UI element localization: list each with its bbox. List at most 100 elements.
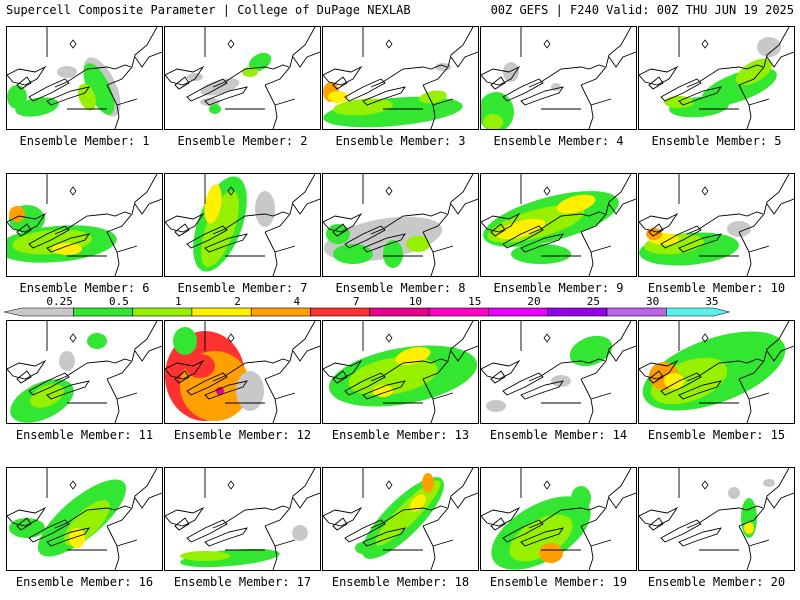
map-boundary-line: [186, 372, 228, 396]
map-canvas: [481, 321, 636, 423]
map-boundary-line: [580, 84, 594, 129]
colorbar-tick-label: 0.25: [46, 295, 73, 308]
map-canvas: [7, 321, 162, 423]
colorbar-bin: [191, 307, 252, 317]
ensemble-member-label: Ensemble Member: 5: [651, 134, 782, 148]
map-boundary-line: [165, 359, 205, 380]
colorbar-bin: [73, 307, 133, 317]
map-boundary-line: [116, 539, 138, 547]
map-boundary-line: [639, 506, 679, 527]
scp-contour-fill: [539, 543, 563, 563]
map-boundary-line: [748, 98, 770, 106]
ensemble-member-label: Ensemble Member: 12: [173, 428, 312, 442]
ensemble-map-panel: [322, 467, 479, 571]
scp-contour-fill: [209, 104, 221, 114]
map-boundary-line: [422, 174, 474, 233]
map-boundary-line: [528, 211, 606, 235]
map-boundary-line: [186, 519, 228, 543]
map-boundary-line: [264, 27, 316, 86]
map-boundary-line: [520, 86, 564, 106]
map-canvas: [323, 321, 478, 423]
scp-contour-fill: [406, 236, 430, 252]
map-boundary-line: [106, 27, 158, 86]
map-boundary-line: [46, 233, 90, 253]
colorbar-bin: [428, 307, 489, 317]
diamond-marker-icon: [385, 333, 393, 343]
map-boundary-line: [323, 212, 363, 233]
map-boundary-line: [639, 212, 679, 233]
ensemble-map-panel: [6, 173, 163, 277]
map-boundary-line: [422, 525, 436, 570]
map-boundary-line: [608, 345, 636, 362]
map-boundary-line: [362, 86, 406, 106]
map-boundary-line: [274, 245, 296, 253]
map-boundary-line: [370, 358, 448, 382]
scp-contour-fill: [410, 494, 426, 512]
map-boundary-line: [528, 64, 606, 88]
ensemble-map-panel: [6, 467, 163, 571]
map-boundary-line: [502, 225, 544, 249]
ensemble-map-panel: [6, 26, 163, 130]
map-boundary-line: [16, 76, 32, 90]
colorbar-tick-label: 10: [409, 295, 422, 308]
map-boundary-line: [212, 505, 290, 529]
map-boundary-line: [16, 223, 32, 237]
map-boundary-line: [738, 468, 790, 527]
ensemble-map-panel: [322, 320, 479, 424]
scp-contour-fill: [9, 518, 45, 538]
map-boundary-line: [323, 65, 363, 86]
scp-contour-fill: [204, 184, 222, 224]
scp-contour-fill: [757, 37, 781, 57]
scp-contour-fill: [9, 206, 25, 222]
map-boundary-line: [370, 64, 448, 88]
map-boundary-line: [7, 506, 47, 527]
map-canvas: [323, 468, 478, 570]
colorbar-bin: [488, 307, 548, 317]
ensemble-member-label: Ensemble Member: 10: [647, 281, 786, 295]
map-boundary-line: [165, 65, 205, 86]
map-boundary-line: [28, 519, 70, 543]
diamond-marker-icon: [543, 333, 551, 343]
map-boundary-line: [432, 98, 454, 106]
map-boundary-line: [204, 233, 248, 253]
diamond-marker-icon: [543, 186, 551, 196]
map-boundary-line: [362, 380, 406, 400]
diamond-marker-icon: [701, 333, 709, 343]
map-boundary-line: [264, 525, 278, 570]
ensemble-map-panel: [638, 320, 795, 424]
colorbar-bin: [606, 307, 667, 317]
scp-contour-fill: [52, 243, 82, 255]
colorbar-tick-label: 0.5: [109, 295, 129, 308]
map-boundary-line: [204, 380, 248, 400]
diamond-marker-icon: [385, 186, 393, 196]
map-boundary-line: [580, 378, 594, 423]
map-boundary-line: [264, 378, 278, 423]
map-boundary-line: [46, 527, 90, 547]
map-boundary-line: [528, 358, 606, 382]
map-boundary-line: [7, 65, 47, 86]
ensemble-member-label: Ensemble Member: 1: [19, 134, 150, 148]
ensemble-member-label: Ensemble Member: 17: [173, 575, 312, 589]
map-boundary-line: [738, 231, 752, 276]
map-boundary-line: [748, 245, 770, 253]
map-boundary-line: [639, 65, 679, 86]
map-boundary-line: [766, 198, 794, 215]
scp-contour-fill: [242, 67, 258, 77]
map-boundary-line: [16, 370, 32, 384]
colorbar-tick-label: 4: [294, 295, 301, 308]
map-boundary-line: [678, 86, 722, 106]
scp-contour-fill: [87, 333, 107, 349]
ensemble-map-panel: [480, 26, 637, 130]
ensemble-member-label: Ensemble Member: 15: [647, 428, 786, 442]
map-boundary-line: [481, 65, 521, 86]
ensemble-map-panel: [480, 467, 637, 571]
scp-contour-fill: [728, 487, 740, 499]
map-canvas: [165, 321, 320, 423]
map-boundary-line: [660, 225, 702, 249]
map-canvas: [639, 321, 794, 423]
map-boundary-line: [344, 519, 386, 543]
ensemble-member-label: Ensemble Member: 9: [493, 281, 624, 295]
scp-contour-fill: [59, 351, 75, 371]
map-boundary-line: [520, 233, 564, 253]
ensemble-member-label: Ensemble Member: 18: [331, 575, 470, 589]
